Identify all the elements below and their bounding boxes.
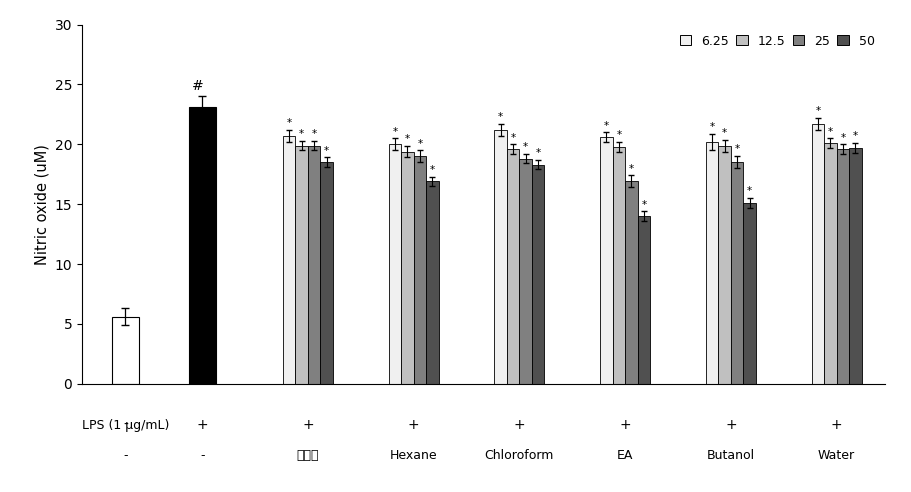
- Bar: [519, 159, 531, 384]
- Y-axis label: Nitric oxide (uM): Nitric oxide (uM): [34, 144, 49, 265]
- Bar: [811, 124, 824, 384]
- Text: +: +: [196, 418, 208, 432]
- Text: +: +: [724, 418, 736, 432]
- Text: Chloroform: Chloroform: [484, 449, 554, 462]
- Text: *: *: [709, 122, 714, 132]
- Text: *: *: [404, 134, 410, 144]
- Text: Water: Water: [817, 449, 855, 462]
- Text: *: *: [640, 200, 646, 210]
- Text: *: *: [603, 121, 609, 130]
- Text: EA: EA: [616, 449, 632, 462]
- Bar: [494, 130, 507, 384]
- Text: *: *: [510, 132, 515, 143]
- Bar: [612, 147, 624, 384]
- Text: LPS (1 μg/mL): LPS (1 μg/mL): [82, 419, 169, 431]
- Text: *: *: [827, 126, 832, 137]
- Text: +: +: [830, 418, 842, 432]
- Text: *: *: [323, 146, 329, 155]
- Text: *: *: [417, 139, 422, 149]
- Bar: [414, 156, 425, 384]
- Bar: [718, 146, 730, 384]
- Bar: [824, 143, 835, 384]
- Text: *: *: [746, 186, 752, 196]
- Bar: [531, 165, 544, 384]
- Text: *: *: [312, 129, 316, 139]
- Bar: [388, 144, 401, 384]
- Text: *: *: [733, 145, 739, 154]
- Text: #: #: [191, 79, 203, 93]
- Bar: [599, 137, 612, 384]
- Text: -: -: [200, 449, 204, 462]
- Text: *: *: [839, 132, 844, 143]
- Text: +: +: [407, 418, 419, 432]
- Text: *: *: [722, 128, 726, 138]
- Bar: [637, 216, 650, 384]
- Bar: [320, 162, 333, 384]
- Text: *: *: [616, 130, 620, 140]
- Bar: [189, 107, 215, 384]
- Bar: [835, 149, 848, 384]
- Text: 추출물: 추출물: [296, 449, 319, 462]
- Text: +: +: [302, 418, 313, 432]
- Text: *: *: [852, 131, 857, 141]
- Text: *: *: [535, 148, 540, 158]
- Text: *: *: [392, 126, 397, 137]
- Text: *: *: [286, 118, 292, 128]
- Legend: 6.25, 12.5, 25, 50: 6.25, 12.5, 25, 50: [675, 31, 877, 51]
- Text: *: *: [299, 129, 304, 139]
- Bar: [295, 146, 308, 384]
- Bar: [742, 203, 755, 384]
- Bar: [425, 182, 438, 384]
- Text: Butanol: Butanol: [706, 449, 754, 462]
- Bar: [282, 136, 295, 384]
- Text: *: *: [497, 112, 503, 122]
- Text: Hexane: Hexane: [389, 449, 437, 462]
- Bar: [730, 162, 742, 384]
- Text: *: *: [628, 164, 633, 174]
- Bar: [848, 148, 861, 384]
- Text: -: -: [123, 449, 128, 462]
- Bar: [624, 182, 637, 384]
- Text: +: +: [619, 418, 630, 432]
- Text: *: *: [429, 165, 435, 175]
- Bar: [401, 152, 414, 384]
- Bar: [705, 142, 718, 384]
- Bar: [507, 149, 519, 384]
- Text: *: *: [814, 106, 820, 116]
- Text: *: *: [523, 142, 527, 152]
- Bar: [112, 317, 138, 384]
- Bar: [308, 146, 320, 384]
- Text: +: +: [513, 418, 525, 432]
- Text: -: -: [123, 418, 128, 432]
